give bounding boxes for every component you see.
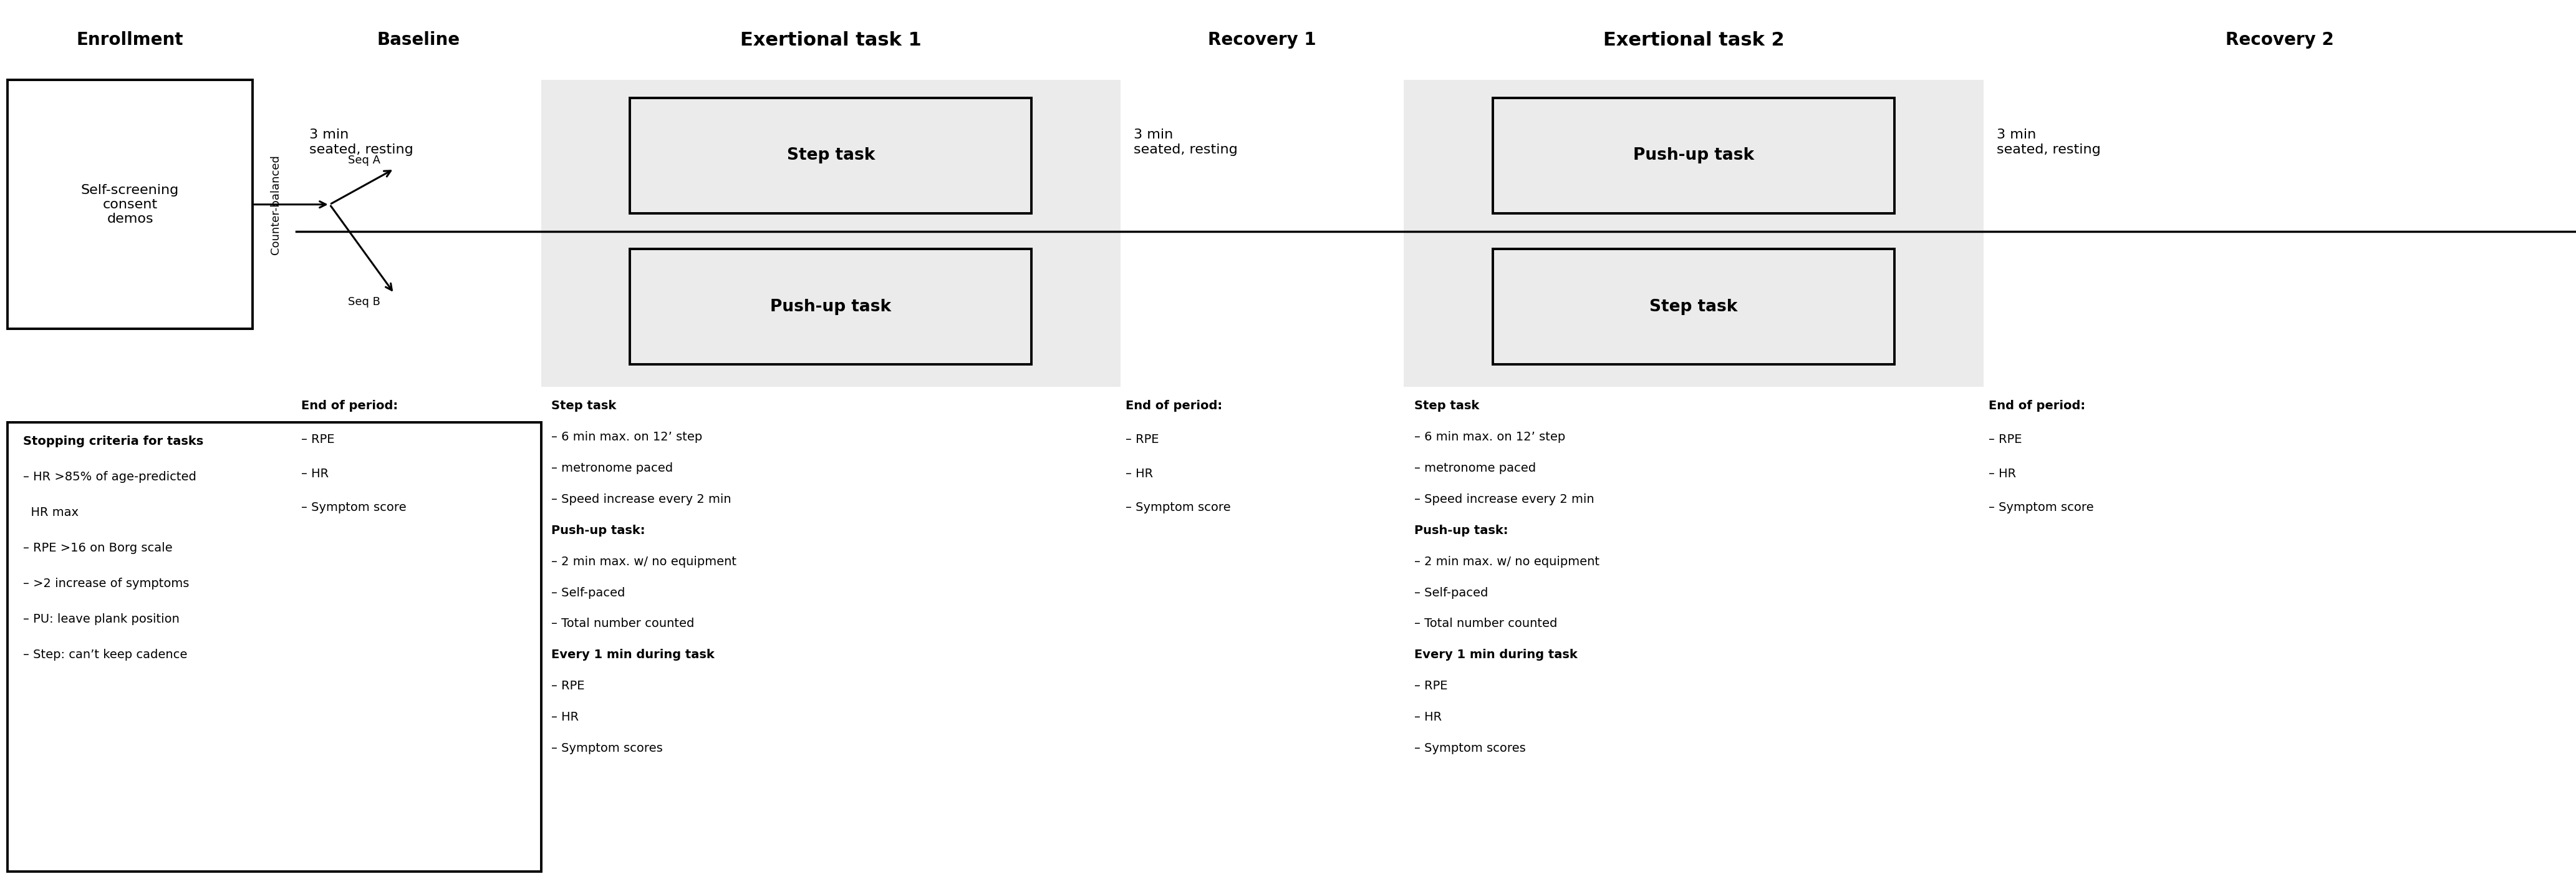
Text: Seq B: Seq B [348, 296, 381, 308]
Bar [8, 422, 541, 871]
Text: – HR: – HR [1989, 468, 2017, 479]
Text: – Total number counted: – Total number counted [551, 618, 696, 629]
Text: – PU: leave plank position: – PU: leave plank position [23, 613, 180, 625]
Text: Push-up task: Push-up task [770, 299, 891, 315]
Text: – HR >85% of age-predicted: – HR >85% of age-predicted [23, 471, 196, 483]
Bar [1494, 249, 1893, 364]
Text: – Symptom score: – Symptom score [1989, 501, 2094, 513]
Bar [8, 80, 252, 329]
Text: Step task: Step task [786, 148, 876, 164]
Text: – RPE: – RPE [1989, 434, 2022, 445]
Text: – Symptom scores: – Symptom scores [1414, 742, 1525, 754]
Text: – 2 min max. w/ no equipment: – 2 min max. w/ no equipment [551, 556, 737, 567]
Text: – >2 increase of symptoms: – >2 increase of symptoms [23, 578, 188, 589]
Text: Step task: Step task [1414, 400, 1479, 412]
Bar [1494, 98, 1893, 213]
Text: Every 1 min during task: Every 1 min during task [1414, 649, 1577, 661]
Text: – RPE: – RPE [301, 434, 335, 445]
Text: – HR: – HR [1126, 468, 1154, 479]
Text: – RPE >16 on Borg scale: – RPE >16 on Borg scale [23, 542, 173, 554]
Text: Exertional task 2: Exertional task 2 [1602, 31, 1785, 49]
Text: Push-up task:: Push-up task: [1414, 525, 1507, 536]
Text: – Symptom score: – Symptom score [1126, 501, 1231, 513]
Text: – metronome paced: – metronome paced [1414, 462, 1535, 474]
Text: Step task: Step task [1649, 299, 1739, 315]
Text: – Self-paced: – Self-paced [1414, 587, 1489, 598]
Text: Self-screening
consent
demos: Self-screening consent demos [80, 184, 180, 225]
Text: – Step: can’t keep cadence: – Step: can’t keep cadence [23, 649, 188, 661]
Text: Push-up task:: Push-up task: [551, 525, 644, 536]
Text: Stopping criteria for tasks: Stopping criteria for tasks [23, 436, 204, 447]
Text: – 2 min max. w/ no equipment: – 2 min max. w/ no equipment [1414, 556, 1600, 567]
Text: Step task: Step task [551, 400, 616, 412]
Text: – RPE: – RPE [1414, 680, 1448, 692]
Text: – Symptom score: – Symptom score [301, 501, 407, 513]
Text: – HR: – HR [551, 711, 580, 723]
Text: – Speed increase every 2 min: – Speed increase every 2 min [551, 493, 732, 505]
Text: – HR: – HR [1414, 711, 1443, 723]
Bar [541, 80, 1121, 387]
Text: Recovery 1: Recovery 1 [1208, 31, 1316, 49]
Text: – Self-paced: – Self-paced [551, 587, 626, 598]
Bar [629, 249, 1030, 364]
Text: Counter-balanced: Counter-balanced [270, 155, 281, 254]
Text: – 6 min max. on 12’ step: – 6 min max. on 12’ step [551, 431, 703, 443]
Text: – RPE: – RPE [551, 680, 585, 692]
Text: End of period:: End of period: [1126, 400, 1224, 412]
Text: – Total number counted: – Total number counted [1414, 618, 1558, 629]
Text: Seq A: Seq A [348, 155, 381, 166]
Text: 3 min
seated, resting: 3 min seated, resting [309, 129, 412, 156]
Text: – metronome paced: – metronome paced [551, 462, 672, 474]
Bar [1404, 80, 1984, 387]
Text: HR max: HR max [23, 507, 80, 518]
Text: Recovery 2: Recovery 2 [2226, 31, 2334, 49]
Text: Baseline: Baseline [376, 31, 461, 49]
Text: Exertional task 1: Exertional task 1 [739, 31, 922, 49]
Text: End of period:: End of period: [301, 400, 399, 412]
Text: – Symptom scores: – Symptom scores [551, 742, 662, 754]
Text: 3 min
seated, resting: 3 min seated, resting [1133, 129, 1236, 156]
Text: – Speed increase every 2 min: – Speed increase every 2 min [1414, 493, 1595, 505]
Text: End of period:: End of period: [1989, 400, 2087, 412]
Text: – RPE: – RPE [1126, 434, 1159, 445]
Text: – 6 min max. on 12’ step: – 6 min max. on 12’ step [1414, 431, 1566, 443]
Text: – HR: – HR [301, 468, 330, 479]
Text: Enrollment: Enrollment [77, 31, 183, 49]
Text: Push-up task: Push-up task [1633, 148, 1754, 164]
Text: 3 min
seated, resting: 3 min seated, resting [1996, 129, 2099, 156]
Bar [629, 98, 1030, 213]
Text: Every 1 min during task: Every 1 min during task [551, 649, 714, 661]
